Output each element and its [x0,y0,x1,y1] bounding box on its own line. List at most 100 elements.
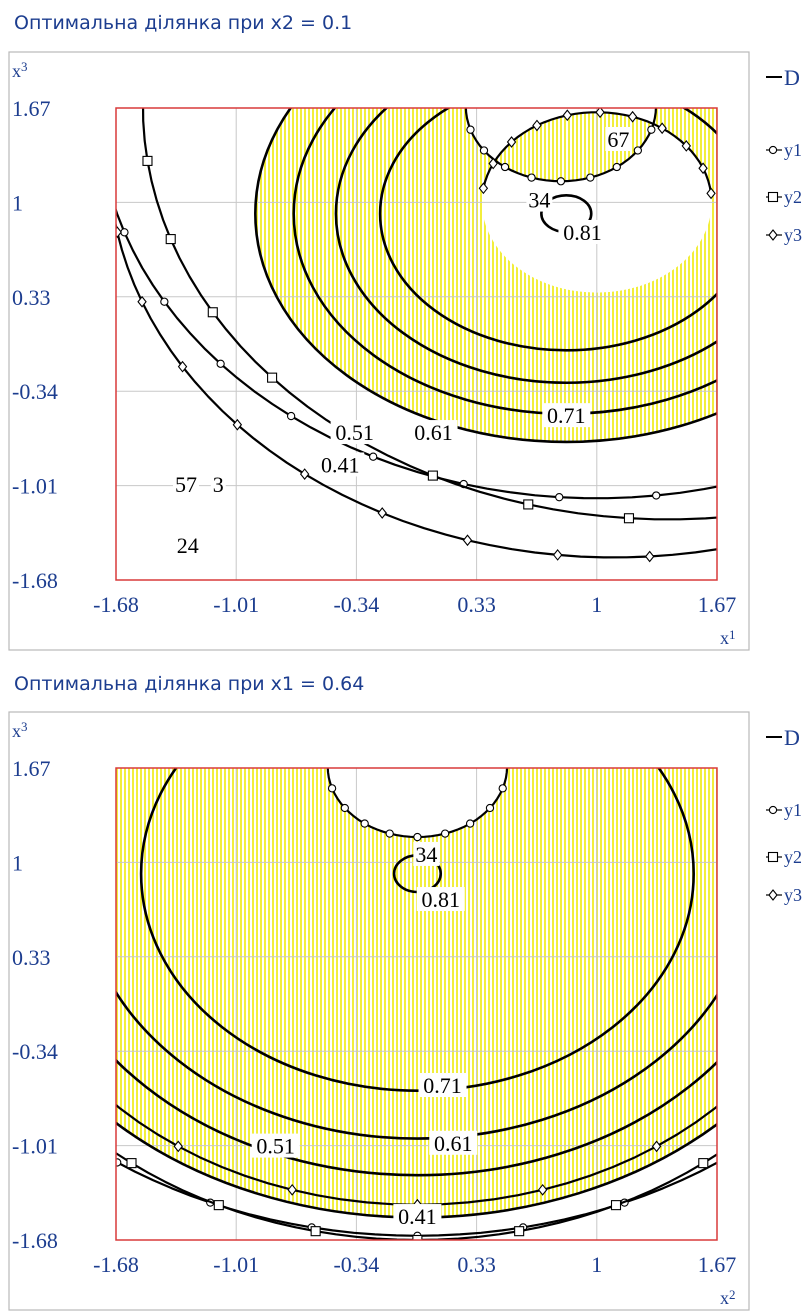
legend-marker-y2 [767,851,779,863]
y3-outer-curve-marker [232,418,243,431]
contour-label-0.81-bg [558,219,607,244]
y1-outer-curve-marker [120,228,129,237]
y1-outer-curve-marker [555,493,564,502]
y1-label-bg [413,841,440,866]
contour-label-0.51: 0.51 [256,1134,295,1159]
y3-curve-marker [595,108,605,119]
y1-curve-marker [586,173,595,182]
y-tick-label: 0.33 [12,945,51,970]
y1-curve-marker [556,177,566,186]
y1-curve-marker [633,146,642,155]
legend-marker-y3 [768,889,778,901]
y3-curve-marker [532,119,542,132]
contour-label-0.71: 0.71 [547,403,586,428]
legend: Dy1 y2 y3 [766,725,802,905]
y2-curve-marker [523,499,534,510]
contour-label-0.81-bg [416,887,465,912]
y3-curve-marker [698,162,708,175]
y1-outer-label: 24 [177,533,199,558]
y1-outer-curve-marker [652,491,661,500]
contour-label-0.51: 0.51 [335,420,374,445]
y-tick-label: 1.67 [12,756,51,781]
y2-curve-marker [610,1200,622,1211]
y1-curve-marker [485,803,495,813]
y3-outer-curve-marker [462,534,473,547]
x-tick-label: -1.01 [213,1252,259,1277]
y3-outer-label-bg [210,472,226,497]
y1-outer-curve-marker [369,452,378,461]
y2-curve-marker [267,372,278,383]
contour-d-0.51 [116,1058,717,1177]
y1-curve-marker [360,819,369,828]
y1-curve-marker [413,832,422,842]
y2-curve-marker [623,513,635,524]
y-axis-label: x3 [12,719,28,741]
y1-outer-curve-marker [216,359,225,368]
contour-label-0.61-bg [409,420,458,445]
contour-label-0.41: 0.41 [398,1204,437,1229]
y1-curve-marker [385,829,394,838]
y2-curve-marker [207,307,218,318]
y2-curve-marker [142,155,153,166]
y3-curve-marker [506,136,517,148]
legend-marker-y1 [768,145,778,155]
y1-curve-marker [479,146,489,155]
y1-curve-marker [327,784,337,793]
contour-label-0.61-bg [429,1130,478,1155]
y3-curve-marker [478,182,489,195]
y2-label-bg [172,472,199,497]
y-tick-label: 0.33 [12,285,51,310]
y1-curve-marker [466,125,475,134]
legend-marker-y3 [768,229,778,241]
legend: Dy1 y2 y3 [766,65,802,245]
y3-curve-marker [173,1140,183,1153]
y1-curve-marker [440,829,450,838]
y3-outer-curve-marker [177,360,188,373]
feasible-region [116,768,717,1218]
chart-2: 0.41 0.51 0.61 0.71 0.81 34 -1.68 -1.01 -0.34 0.3… [8,711,802,1311]
contour-label-0.81: 0.81 [421,887,460,912]
chart-1: 0.41 0.51 0.61 0.71 0.81 34 24 57 67 3 -1.68 -1.01 -… [8,51,802,651]
chart-1-title: Оптимальна ділянка при x2 = 0.1 [14,12,353,34]
y1-curve-marker [465,819,475,828]
y-tick-label: -1.68 [12,568,58,593]
legend-label-y2: y2 [784,847,802,867]
y3-curve-marker [706,187,716,200]
plot-border [115,107,718,581]
y1-curve-marker [527,173,536,182]
legend-label-y3: y3 [784,885,802,905]
x-axis-label: x2 [720,1287,736,1308]
contour-label-0.61: 0.61 [414,420,453,445]
y-tick-label: -1.01 [12,474,58,499]
contour-d-0.61 [116,990,717,1140]
y2-curve-marker [514,1226,525,1237]
y1-outer-curve-marker [286,411,296,421]
y-tick-label: -1.68 [12,1228,58,1253]
y-tick-label: -0.34 [12,1039,58,1064]
y2-curve-marker [412,1234,423,1240]
y-tick-label: 1 [12,850,23,875]
y2-curve-marker [310,1226,321,1237]
legend-label-y1: y1 [784,800,802,820]
contour-label-0.51-bg [330,420,379,445]
contour-label-0.41-bg [393,1204,442,1229]
x-axis-label: x1 [720,627,736,648]
y1-label-bg [526,187,553,212]
contour-label-0.81: 0.81 [563,220,602,245]
contour-label-0.71: 0.71 [423,1073,462,1098]
plot-border [115,767,718,1241]
y1-curve-marker [612,162,621,172]
contour-label-0.71-bg [418,1073,467,1098]
y3-outer-label: 3 [213,472,224,497]
y2-curve-marker [213,1200,224,1211]
plot-area: 0.41 0.51 0.61 0.71 0.81 34 24 57 67 3 [116,108,717,580]
x-tick-label: -1.68 [93,1252,139,1277]
y3-outer-curve-marker [137,295,147,308]
y-tick-label: -1.01 [12,1134,58,1159]
contour-d-0.71 [378,108,717,352]
y-tick-label: 1 [12,190,23,215]
y3-curve-marker [657,122,667,135]
y3-curve-marker [651,1140,662,1153]
y1-outer-curve-marker [116,1158,122,1167]
y1-curve-marker [647,125,656,134]
